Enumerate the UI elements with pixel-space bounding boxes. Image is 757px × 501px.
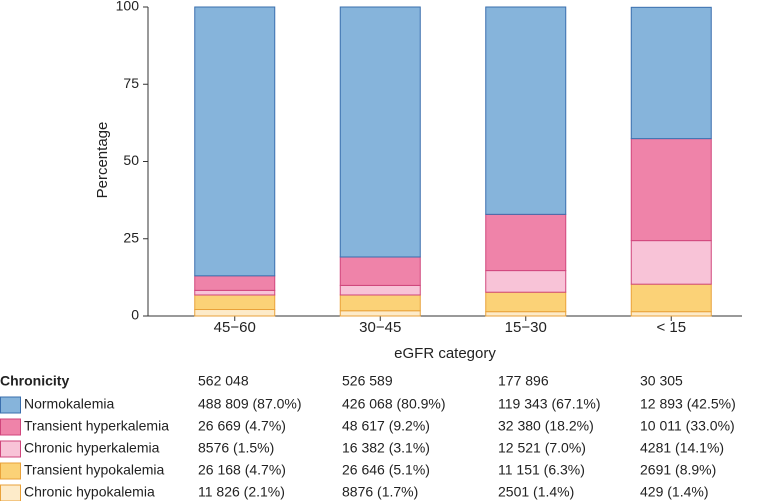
x-axis-title: eGFR category bbox=[394, 345, 496, 362]
legend-swatch bbox=[0, 418, 21, 436]
bar-segment bbox=[339, 256, 421, 286]
legend-label: Chronic hyperkalemia bbox=[24, 440, 160, 456]
y-tick-label: 75 bbox=[123, 75, 139, 91]
bar-segment bbox=[194, 289, 276, 296]
legend-label: Chronic hypokalemia bbox=[24, 484, 155, 500]
table-cell: 11 151 (6.3%) bbox=[498, 462, 585, 478]
bar-segment bbox=[630, 283, 712, 313]
table-cell: 426 068 (80.9%) bbox=[342, 396, 446, 412]
bar-segment bbox=[485, 291, 567, 313]
legend-label: Transient hypokalemia bbox=[24, 462, 165, 478]
bar-segment bbox=[485, 6, 567, 215]
table-cell: 12 521 (7.0%) bbox=[498, 440, 586, 456]
bar-segment bbox=[630, 311, 712, 317]
table-cell: 8876 (1.7%) bbox=[342, 484, 418, 500]
table-cell: 2501 (1.4%) bbox=[498, 484, 574, 500]
x-tick-label: 15−30 bbox=[505, 319, 547, 336]
y-tick-label: 25 bbox=[123, 229, 139, 245]
table-cell: 11 826 (2.1%) bbox=[198, 484, 285, 500]
y-tick-label: 100 bbox=[116, 0, 140, 14]
legend-title: Chronicity bbox=[0, 373, 69, 389]
table-cell: 16 382 (3.1%) bbox=[342, 440, 430, 456]
bar-segment bbox=[194, 275, 276, 291]
table-cell: 12 893 (42.5%) bbox=[640, 396, 736, 412]
table-cell: 26 168 (4.7%) bbox=[198, 462, 286, 478]
x-tick-label: < 15 bbox=[656, 319, 686, 336]
table-cell: 488 809 (87.0%) bbox=[198, 396, 302, 412]
x-tick-label: 30−45 bbox=[359, 319, 401, 336]
table-cell: 48 617 (9.2%) bbox=[342, 418, 430, 434]
y-tick-label: 0 bbox=[131, 307, 139, 323]
legend-swatch bbox=[0, 396, 21, 414]
table-cell: 32 380 (18.2%) bbox=[498, 418, 594, 434]
bar-segment bbox=[630, 6, 712, 140]
x-tick-label: 45−60 bbox=[214, 319, 256, 336]
table-cell: 119 343 (67.1%) bbox=[498, 396, 600, 412]
bar-segment bbox=[339, 310, 421, 317]
bar-segment bbox=[194, 309, 276, 317]
legend-swatch bbox=[0, 440, 21, 458]
bar-segment bbox=[339, 284, 421, 296]
bar-segment bbox=[485, 311, 567, 317]
legend-label: Normokalemia bbox=[24, 396, 114, 412]
category-total: 177 896 bbox=[498, 373, 549, 389]
legend-swatch bbox=[0, 484, 21, 501]
bar-segment bbox=[194, 6, 276, 277]
category-total: 562 048 bbox=[198, 373, 249, 389]
table-cell: 429 (1.4%) bbox=[640, 484, 708, 500]
table-cell: 10 011 (33.0%) bbox=[640, 418, 735, 434]
bar-segment bbox=[194, 294, 276, 311]
bar-segment bbox=[630, 138, 712, 242]
table-cell: 26 646 (5.1%) bbox=[342, 462, 430, 478]
table-cell: 26 669 (4.7%) bbox=[198, 418, 286, 434]
bar-segment bbox=[339, 6, 421, 258]
legend-label: Transient hyperkalemia bbox=[24, 418, 169, 434]
table-cell: 8576 (1.5%) bbox=[198, 440, 274, 456]
legend-swatch bbox=[0, 462, 21, 480]
bar-segment bbox=[485, 213, 567, 272]
y-axis-title: Percentage bbox=[94, 122, 111, 199]
category-total: 526 589 bbox=[342, 373, 393, 389]
category-total: 30 305 bbox=[640, 373, 683, 389]
y-tick-label: 50 bbox=[123, 152, 139, 168]
bar-segment bbox=[339, 294, 421, 312]
table-cell: 4281 (14.1%) bbox=[640, 440, 724, 456]
table-cell: 2691 (8.9%) bbox=[640, 462, 716, 478]
bar-segment bbox=[485, 270, 567, 293]
bar-segment bbox=[630, 240, 712, 285]
